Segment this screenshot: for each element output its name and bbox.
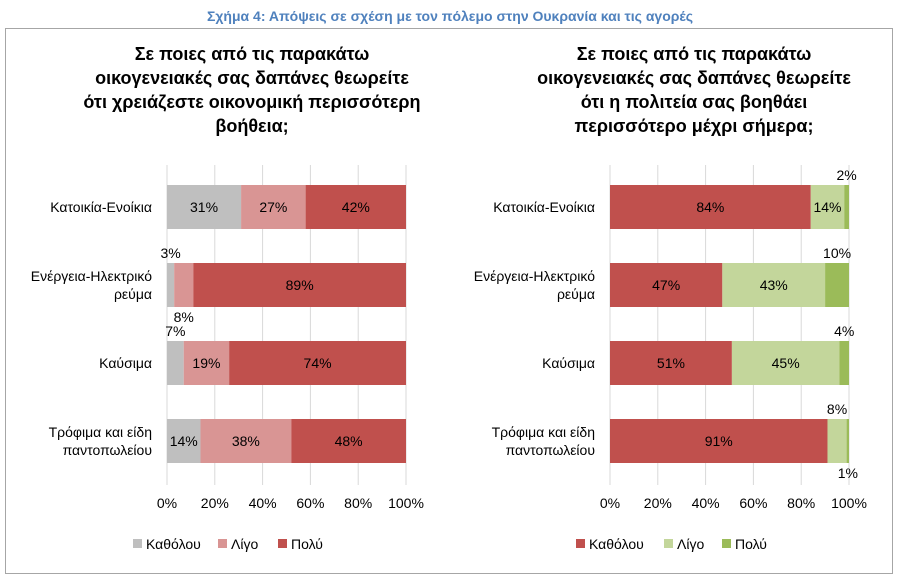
bar-segment [844,185,849,229]
data-label: 84% [696,199,724,215]
legend-label: Πολύ [291,536,323,552]
bar-segment [167,419,201,463]
bar-segment [183,341,230,385]
data-label: 47% [652,277,680,293]
bar-segment [839,341,849,385]
category-label: Κατοικία-Ενοίκια [50,199,152,215]
left-chart-title: Σε ποιες από τις παρακάτω οικογενειακές σ… [52,42,452,138]
figure-frame [5,28,893,574]
data-label: 51% [657,355,685,371]
chart-title-line: Σε ποιες από τις παρακάτω [134,44,370,64]
chart-title-line: Σε ποιες από τις παρακάτω [576,44,812,64]
right-chart-title: Σε ποιες από τις παρακάτω οικογενειακές σ… [494,42,894,138]
category-label: Καύσιμα [542,355,595,371]
chart-title-line: ότι χρειάζεστε οικονομική περισσότερη [83,92,421,112]
chart-title-line: ότι η πολιτεία σας βοηθάει [580,92,808,112]
legend-label: Πολύ [735,536,767,552]
category-label: παντοπωλείου [506,442,595,458]
data-label: 27% [259,199,287,215]
category-label: Ενέργεια-Ηλεκτρικό [474,268,595,284]
data-label: 19% [192,355,220,371]
x-tick-label: 40% [249,495,277,511]
x-tick-label: 80% [344,495,372,511]
bar-segment [827,419,847,463]
data-label: 38% [232,433,260,449]
x-tick-label: 0% [157,495,177,511]
category-label: ρεύμα [557,286,595,302]
data-label: 45% [772,355,800,371]
chart-title-line: οικογενειακές σας δαπάνες θεωρείτε [95,68,409,88]
data-label: 14% [170,433,198,449]
bar-segment [722,263,826,307]
data-label: 42% [342,199,370,215]
legend-swatch [664,539,673,548]
bar-segment [731,341,840,385]
legend-swatch [278,539,287,548]
x-tick-label: 60% [739,495,767,511]
bar-segment [846,419,849,463]
bar-segment [200,419,292,463]
data-label: 14% [813,199,841,215]
x-tick-label: 60% [296,495,324,511]
data-label: 48% [335,433,363,449]
chart-title-line: οικογενειακές σας δαπάνες θεωρείτε [537,68,851,88]
data-label: 7% [165,323,185,339]
legend-swatch [218,539,227,548]
chart-title-line: βοήθεια; [215,116,289,136]
legend-label: Καθόλου [589,536,644,552]
category-label: ρεύμα [114,286,152,302]
bar-segment [193,263,406,307]
x-tick-label: 40% [692,495,720,511]
category-label: Καύσιμα [99,355,152,371]
data-label: 1% [838,465,858,481]
bar-segment [305,185,406,229]
chart-title-line: περισσότερο μέχρι σήμερα; [574,116,814,136]
data-label: 2% [836,167,856,183]
bar-segment [167,263,175,307]
data-label: 10% [823,245,851,261]
data-label: 91% [705,433,733,449]
category-label: Ενέργεια-Ηλεκτρικό [31,268,152,284]
x-tick-label: 0% [600,495,620,511]
bar-segment [825,263,849,307]
category-label: Τρόφιμα και είδη [492,424,595,440]
legend-swatch [576,539,585,548]
bar-segment [174,263,194,307]
bar-segment [810,185,845,229]
data-label: 43% [760,277,788,293]
category-label: παντοπωλείου [63,442,152,458]
bar-segment [610,341,732,385]
x-tick-label: 100% [831,495,867,511]
figure-title: Σχήμα 4: Απόψεις σε σχέση με τον πόλεμο … [206,8,694,24]
legend-swatch [722,539,731,548]
bar-segment [167,341,184,385]
x-tick-label: 20% [644,495,672,511]
x-tick-label: 80% [787,495,815,511]
data-label: 8% [827,401,847,417]
data-label: 3% [160,245,180,261]
x-tick-label: 20% [201,495,229,511]
bar-segment [241,185,306,229]
x-tick-label: 100% [388,495,424,511]
data-label: 31% [190,199,218,215]
data-label: 8% [174,309,194,325]
legend-swatch [133,539,142,548]
bar-segment [167,185,242,229]
bar-segment [610,185,811,229]
legend-label: Λίγο [677,536,704,552]
bar-segment [291,419,406,463]
bar-segment [229,341,406,385]
data-label: 4% [834,323,854,339]
data-label: 74% [304,355,332,371]
bar-segment [610,419,828,463]
legend-label: Καθόλου [146,536,201,552]
category-label: Τρόφιμα και είδη [49,424,152,440]
legend-label: Λίγο [231,536,258,552]
category-label: Κατοικία-Ενοίκια [493,199,595,215]
bar-segment [610,263,723,307]
data-label: 89% [286,277,314,293]
